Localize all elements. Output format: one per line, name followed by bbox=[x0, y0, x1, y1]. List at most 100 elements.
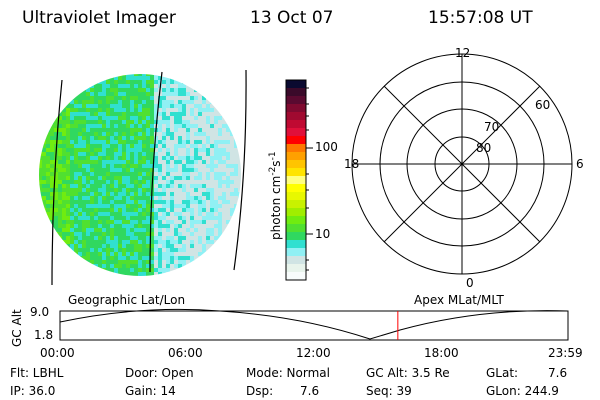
image-pixel bbox=[50, 212, 54, 216]
image-pixel bbox=[50, 192, 54, 196]
image-pixel bbox=[238, 260, 241, 264]
image-pixel bbox=[206, 188, 210, 192]
image-pixel bbox=[39, 124, 42, 128]
image-pixel bbox=[218, 224, 222, 228]
colorbar-frame bbox=[285, 79, 307, 281]
image-pixel bbox=[218, 172, 222, 176]
image-pixel bbox=[138, 92, 142, 96]
image-pixel bbox=[166, 104, 170, 108]
image-pixel bbox=[218, 264, 222, 268]
image-pixel bbox=[102, 80, 106, 84]
image-pixel bbox=[98, 264, 102, 268]
image-pixel bbox=[182, 224, 186, 228]
image-pixel bbox=[86, 104, 90, 108]
image-pixel bbox=[78, 128, 82, 132]
image-pixel bbox=[42, 104, 46, 108]
image-pixel bbox=[154, 240, 158, 244]
image-pixel bbox=[46, 268, 50, 272]
image-pixel bbox=[54, 268, 58, 272]
image-pixel bbox=[154, 180, 158, 184]
image-pixel bbox=[138, 172, 142, 176]
image-pixel bbox=[206, 240, 210, 244]
image-pixel bbox=[226, 104, 230, 108]
image-pixel bbox=[134, 172, 138, 176]
image-pixel bbox=[226, 264, 230, 268]
image-pixel bbox=[74, 256, 78, 260]
image-pixel bbox=[146, 224, 150, 228]
image-pixel bbox=[154, 156, 158, 160]
image-pixel bbox=[182, 160, 186, 164]
image-pixel bbox=[70, 172, 74, 176]
image-pixel bbox=[186, 92, 190, 96]
image-pixel bbox=[162, 272, 166, 276]
image-pixel bbox=[90, 264, 94, 268]
image-pixel bbox=[46, 212, 50, 216]
image-pixel bbox=[182, 192, 186, 196]
image-pixel bbox=[226, 84, 230, 88]
image-pixel bbox=[42, 132, 46, 136]
image-pixel bbox=[118, 76, 122, 80]
image-pixel bbox=[222, 208, 226, 212]
image-pixel bbox=[194, 240, 198, 244]
image-pixel bbox=[166, 132, 170, 136]
image-pixel bbox=[166, 160, 170, 164]
image-pixel bbox=[174, 120, 178, 124]
image-pixel bbox=[234, 168, 238, 172]
image-pixel bbox=[70, 128, 74, 132]
image-pixel bbox=[122, 92, 126, 96]
image-pixel bbox=[226, 116, 230, 120]
image-pixel bbox=[130, 128, 134, 132]
image-pixel bbox=[230, 88, 234, 92]
image-pixel bbox=[178, 256, 182, 260]
image-pixel bbox=[130, 232, 134, 236]
image-pixel bbox=[210, 236, 214, 240]
image-pixel bbox=[39, 92, 42, 96]
image-pixel bbox=[202, 92, 206, 96]
time-label: 15:57:08 UT bbox=[428, 8, 533, 28]
image-pixel bbox=[222, 252, 226, 256]
image-pixel bbox=[174, 252, 178, 256]
image-pixel bbox=[226, 88, 230, 92]
image-pixel bbox=[126, 232, 130, 236]
image-pixel bbox=[98, 204, 102, 208]
image-pixel bbox=[226, 200, 230, 204]
image-pixel bbox=[198, 132, 202, 136]
image-pixel bbox=[102, 132, 106, 136]
image-pixel bbox=[186, 244, 190, 248]
image-pixel bbox=[174, 272, 178, 276]
image-pixel bbox=[238, 140, 241, 144]
image-pixel bbox=[190, 132, 194, 136]
image-pixel bbox=[110, 92, 114, 96]
image-pixel bbox=[146, 252, 150, 256]
image-pixel bbox=[94, 212, 98, 216]
image-pixel bbox=[82, 248, 86, 252]
image-pixel bbox=[66, 140, 70, 144]
image-pixel bbox=[158, 104, 162, 108]
image-pixel bbox=[74, 272, 78, 276]
image-pixel bbox=[194, 172, 198, 176]
image-pixel bbox=[42, 96, 46, 100]
image-pixel bbox=[62, 156, 66, 160]
image-pixel bbox=[202, 156, 206, 160]
image-pixel bbox=[154, 216, 158, 220]
image-pixel bbox=[190, 216, 194, 220]
image-pixel bbox=[190, 196, 194, 200]
image-pixel bbox=[54, 132, 58, 136]
image-pixel bbox=[190, 88, 194, 92]
image-pixel bbox=[186, 80, 190, 84]
image-pixel bbox=[82, 124, 86, 128]
image-pixel bbox=[82, 148, 86, 152]
image-pixel bbox=[58, 184, 62, 188]
image-pixel bbox=[39, 168, 42, 172]
image-pixel bbox=[194, 168, 198, 172]
image-pixel bbox=[102, 120, 106, 124]
image-pixel bbox=[198, 92, 202, 96]
image-pixel bbox=[50, 176, 54, 180]
image-pixel bbox=[178, 200, 182, 204]
image-pixel bbox=[142, 140, 146, 144]
image-pixel bbox=[146, 160, 150, 164]
image-pixel bbox=[150, 164, 154, 168]
image-pixel bbox=[210, 196, 214, 200]
image-pixel bbox=[138, 220, 142, 224]
image-pixel bbox=[70, 156, 74, 160]
